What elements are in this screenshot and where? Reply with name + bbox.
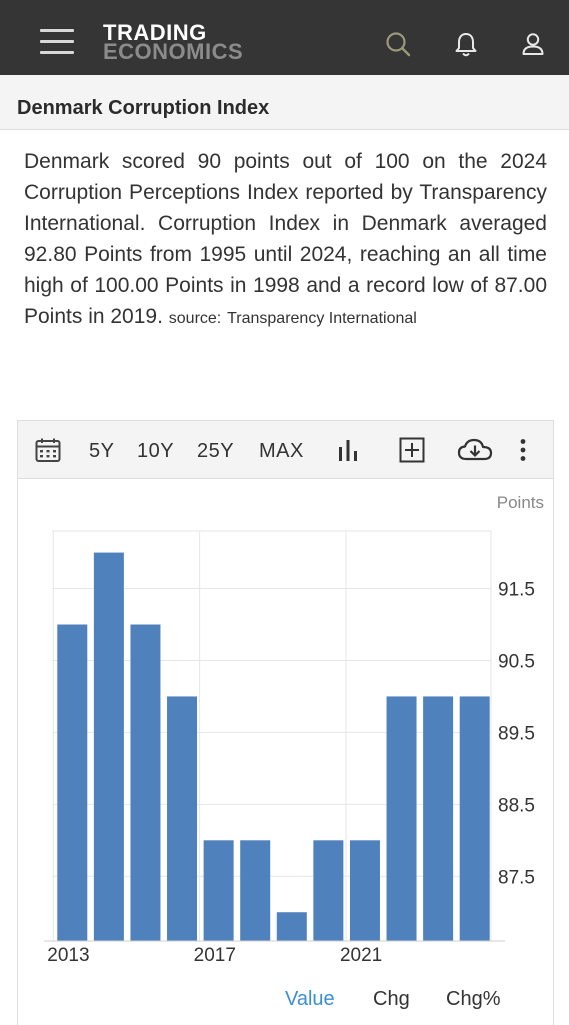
bar-chart: 87.5 88.5 89.5 90.5 91.5 2013 2017 2021 [44, 530, 535, 966]
user-icon[interactable] [519, 30, 547, 58]
menu-icon[interactable] [40, 29, 74, 57]
logo-line-2: ECONOMICS [103, 39, 244, 64]
page-title: Denmark Corruption Index [17, 97, 270, 119]
range-max-button[interactable]: MAX [259, 440, 304, 462]
description-text: Denmark scored 90 points out of 100 on t… [24, 150, 547, 328]
x-tick-label: 2021 [340, 945, 382, 966]
range-5y-button[interactable]: 5Y [89, 440, 115, 462]
top-bar: TRADING ECONOMICS [0, 0, 569, 75]
bar-2023 [423, 696, 454, 941]
x-tick-label: 2017 [194, 945, 236, 966]
bar-2019 [276, 912, 307, 941]
bar-2024 [459, 696, 490, 941]
value-tab[interactable]: Value [285, 988, 335, 1010]
source-label: source: [168, 310, 222, 327]
x-tick-label: 2013 [47, 945, 89, 966]
bar-chart-icon[interactable] [336, 438, 360, 462]
y-tick-label: 88.5 [498, 795, 535, 816]
calendar-icon[interactable] [34, 436, 62, 464]
chg-tab[interactable]: Chg [373, 988, 410, 1010]
y-axis-unit-label: Points [496, 493, 544, 512]
chart-toolbar: 5Y 10Y 25Y MAX [18, 421, 553, 479]
title-band: Denmark Corruption Index [0, 75, 569, 130]
chart-card: 5Y 10Y 25Y MAX Points 87.5 88.5 89.5 90.5 91… [17, 420, 554, 1025]
y-tick-label: 87.5 [498, 867, 535, 888]
search-icon[interactable] [384, 30, 412, 58]
add-indicator-icon[interactable] [399, 437, 425, 463]
bar-2015 [130, 624, 161, 941]
source-link[interactable]: Transparency International [227, 310, 417, 327]
bar-2021 [349, 840, 380, 941]
bar-2017 [203, 840, 234, 941]
bar-2014 [93, 552, 124, 941]
y-tick-label: 91.5 [498, 580, 535, 601]
y-tick-label: 90.5 [498, 651, 535, 672]
more-options-icon[interactable] [519, 438, 527, 462]
description: Denmark scored 90 points out of 100 on t… [24, 146, 547, 334]
logo[interactable]: TRADING ECONOMICS [103, 22, 243, 63]
download-cloud-icon[interactable] [457, 437, 493, 463]
bar-2020 [313, 840, 344, 941]
chg-pct-tab[interactable]: Chg% [446, 988, 501, 1010]
range-10y-button[interactable]: 10Y [137, 440, 175, 462]
bar-2016 [167, 696, 198, 941]
bar-2022 [386, 696, 417, 941]
range-25y-button[interactable]: 25Y [197, 440, 235, 462]
bar-2013 [57, 624, 88, 941]
logo-line-1: TRADING [103, 20, 207, 45]
bell-icon[interactable] [452, 30, 480, 58]
bar-2018 [240, 840, 271, 941]
y-tick-label: 89.5 [498, 723, 535, 744]
